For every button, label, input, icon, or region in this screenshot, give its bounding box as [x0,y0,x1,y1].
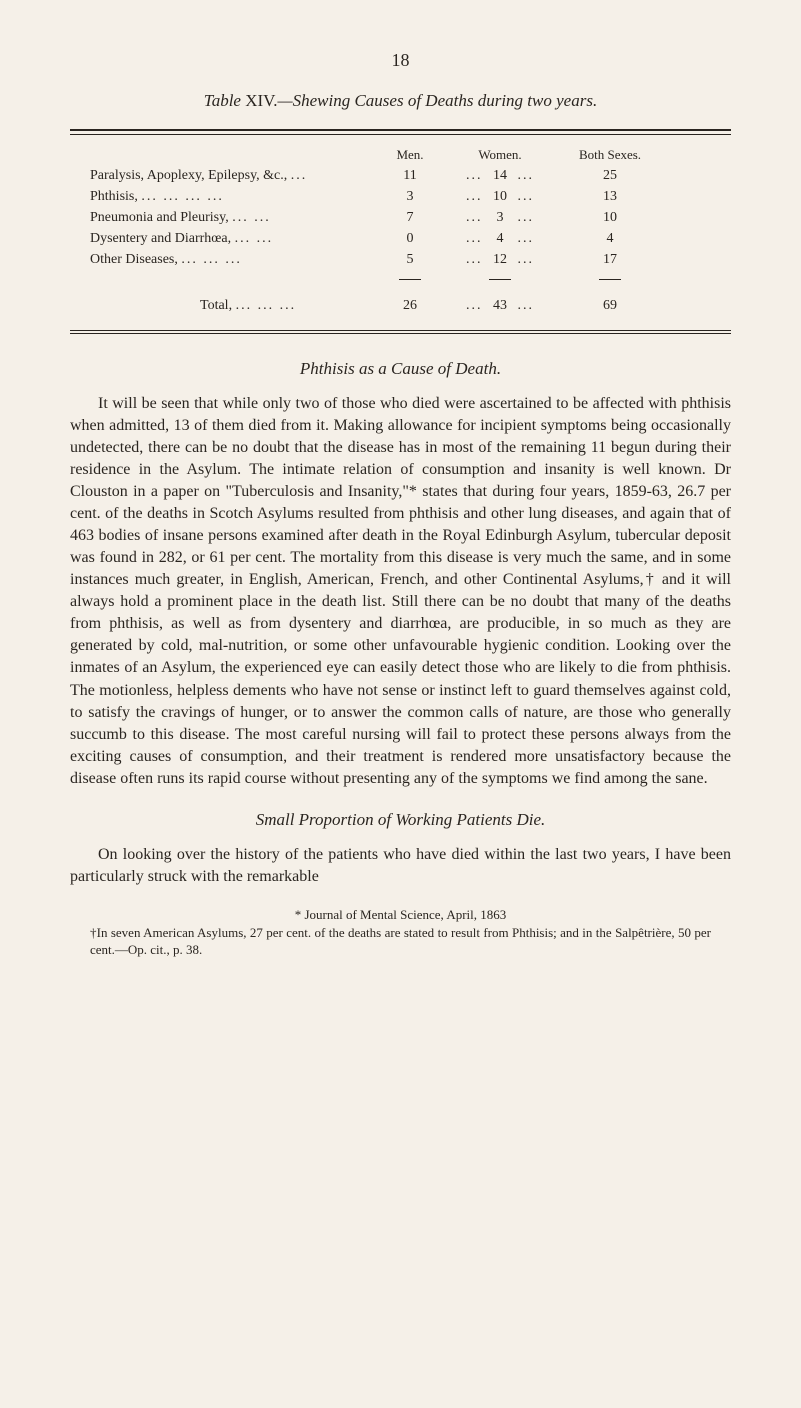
table-rule-row [90,270,711,291]
paragraph-2-text: On looking over the history of the patie… [70,846,731,885]
row-label: Other Diseases, ... ... ... [90,249,370,270]
total-women: ... 43 ... [450,295,550,316]
paragraph-1: It will be seen that while only two of t… [70,393,731,790]
total-dots: ... ... ... [236,298,297,313]
row-both: 25 [550,165,670,186]
section-heading-working: Small Proportion of Working Patients Die… [70,810,731,830]
row-dots: ... ... [235,231,274,246]
row-men: 5 [370,249,450,270]
table-header-row: Men. Women. Both Sexes. [90,145,711,165]
row-label-text: Paralysis, Apoplexy, Epilepsy, &c., [90,168,287,183]
section-heading-phthisis: Phthisis as a Cause of Death. [70,359,731,379]
row-men: 3 [370,186,450,207]
row-label: Paralysis, Apoplexy, Epilepsy, &c., ... [90,165,370,186]
row-women-val: 12 [493,252,507,267]
row-label: Dysentery and Diarrhœa, ... ... [90,228,370,249]
row-label: Pneumonia and Pleurisy, ... ... [90,207,370,228]
paragraph-2: On looking over the history of the patie… [70,844,731,888]
header-both: Both Sexes. [550,145,670,165]
row-dots: ... [291,168,308,183]
row-dots: ... ... [232,210,271,225]
row-label-text: Pneumonia and Pleurisy, [90,210,229,225]
row-women: ... 14 ... [450,165,550,186]
row-both: 10 [550,207,670,228]
table-row: Pneumonia and Pleurisy, ... ... 7 ... 3 … [90,207,711,228]
row-women: ... 4 ... [450,228,550,249]
total-women-val: 43 [493,298,507,313]
row-both: 17 [550,249,670,270]
row-women: ... 12 ... [450,249,550,270]
row-label-text: Dysentery and Diarrhœa, [90,231,231,246]
total-both: 69 [550,295,670,316]
table-total-row: Total, ... ... ... 26 ... 43 ... 69 [90,295,711,316]
total-men: 26 [370,295,450,316]
header-men: Men. [370,145,450,165]
table-row: Dysentery and Diarrhœa, ... ... 0 ... 4 … [90,228,711,249]
row-dots: ... ... ... ... [141,189,224,204]
row-women-val: 4 [497,231,504,246]
row-men: 11 [370,165,450,186]
row-dots: ... ... ... [181,252,242,267]
table-row: Phthisis, ... ... ... ... 3 ... 10 ... 1… [90,186,711,207]
row-label: Phthisis, ... ... ... ... [90,186,370,207]
rule-dash [489,279,511,280]
page-number: 18 [70,50,731,71]
row-label-text: Other Diseases, [90,252,178,267]
table-row: Other Diseases, ... ... ... 5 ... 12 ...… [90,249,711,270]
total-label: Total, ... ... ... [90,295,370,316]
row-women: ... 3 ... [450,207,550,228]
table-row: Paralysis, Apoplexy, Epilepsy, &c., ... … [90,165,711,186]
row-men: 0 [370,228,450,249]
table-title-prefix: Table [204,91,245,110]
rule-dash [399,279,421,280]
row-label-text: Phthisis, [90,189,138,204]
row-women-val: 14 [493,168,507,183]
table-title-roman: XIV. [245,91,277,110]
row-both: 13 [550,186,670,207]
rule-dash [599,279,621,280]
footnote-1: * Journal of Mental Science, April, 1863 [70,906,731,924]
footnote-2: †In seven American Asylums, 27 per cent.… [70,924,731,959]
header-women: Women. [450,145,550,165]
footnotes: * Journal of Mental Science, April, 1863… [70,906,731,959]
table-title-rest: —Shewing Causes of Deaths during two yea… [278,91,598,110]
row-women-val: 10 [493,189,507,204]
row-both: 4 [550,228,670,249]
row-men: 7 [370,207,450,228]
paragraph-1-text: It will be seen that while only two of t… [70,395,731,787]
total-label-text: Total, [200,298,232,313]
table-caption: Table XIV.—Shewing Causes of Deaths duri… [70,91,731,111]
deaths-table: Men. Women. Both Sexes. Paralysis, Apopl… [70,129,731,331]
row-women: ... 10 ... [450,186,550,207]
row-women-val: 3 [497,210,504,225]
